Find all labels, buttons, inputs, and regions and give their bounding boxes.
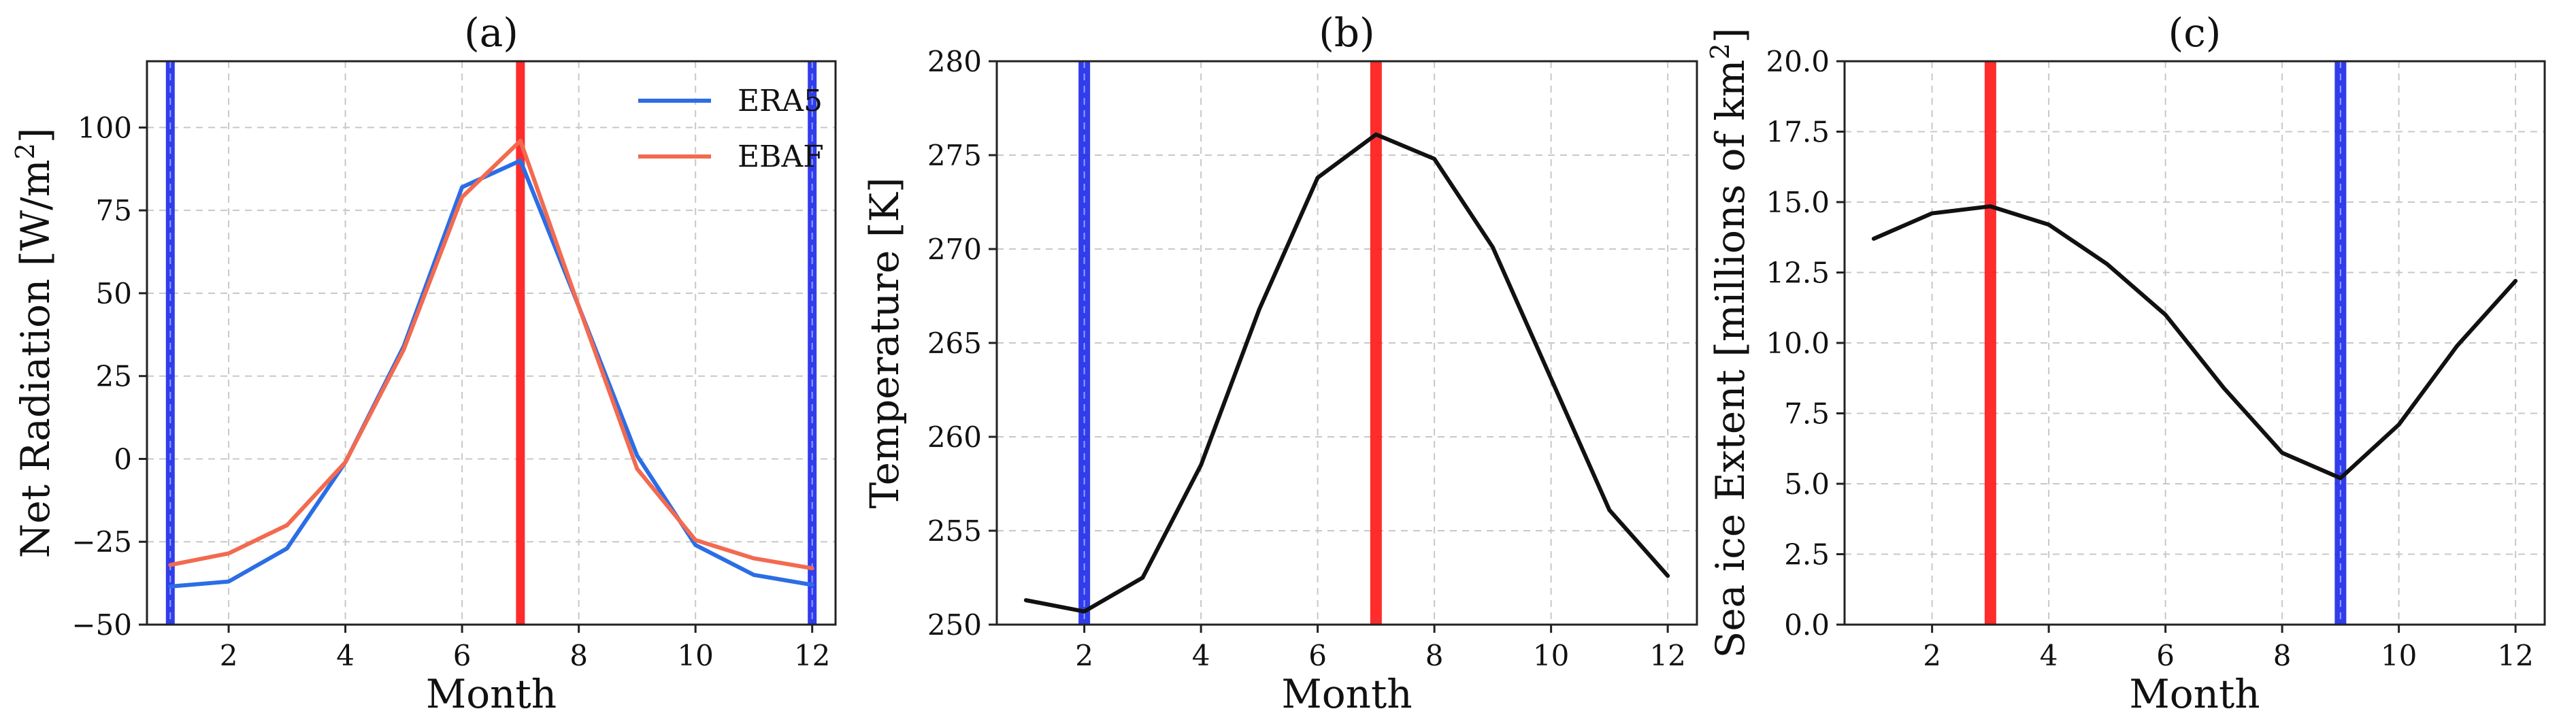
y-tick-label: 50	[96, 277, 132, 310]
x-tick-label: 2	[220, 639, 238, 672]
series-line-era5	[168, 159, 814, 589]
panel-title: (b)	[1319, 10, 1374, 56]
x-tick-label: 4	[2040, 639, 2058, 672]
y-tick-label: 20.0	[1766, 45, 1830, 78]
y-tick-label: 265	[927, 327, 982, 360]
y-axis-label: Net Radiation [W/m2]	[10, 128, 59, 559]
y-tick-label: 7.5	[1784, 397, 1830, 431]
y-tick-label: 12.5	[1766, 257, 1830, 290]
x-tick-label: 2	[1075, 639, 1093, 672]
red-month-band	[1370, 61, 1382, 625]
x-axis-label: Month	[2129, 671, 2260, 717]
series-line-temperature	[1023, 132, 1670, 614]
x-tick-label: 4	[336, 639, 354, 672]
panel-title: (a)	[464, 10, 518, 56]
x-tick-label: 8	[1425, 639, 1444, 672]
plot-frame	[146, 60, 837, 626]
x-tick-label: 6	[1308, 639, 1327, 672]
red-month-band	[1984, 61, 1996, 625]
x-tick-label: 6	[453, 639, 472, 672]
y-tick-label: 275	[927, 139, 982, 172]
x-tick-label: 10	[2381, 639, 2417, 672]
x-axis-label: Month	[426, 671, 557, 717]
y-tick-label: 270	[927, 233, 982, 266]
y-tick-label: 0.0	[1784, 608, 1830, 642]
y-tick-label: 250	[927, 608, 982, 642]
legend: ERA5 EBAF	[638, 84, 824, 174]
series-line-ebaf	[168, 138, 814, 571]
x-tick-label: 12	[2497, 639, 2533, 672]
x-tick-label: 10	[677, 639, 713, 672]
x-axis-label: Month	[1281, 671, 1412, 717]
panel-b: 2 4 6 8 10 12 250 255 260 265 270 275 280 (b) Month Tem…	[861, 10, 1698, 717]
plot-frame	[1843, 60, 2546, 626]
y-tick-label: 280	[927, 45, 982, 78]
x-tick-label: 8	[2273, 639, 2292, 672]
x-tick-label: 12	[1649, 639, 1685, 672]
x-tick-label: 10	[1533, 639, 1569, 672]
red-month-band	[516, 61, 525, 625]
y-tick-label: 25	[96, 360, 132, 393]
series-line-sea-ice-extent	[1871, 204, 2518, 480]
y-tick-label: 0	[114, 442, 132, 476]
x-tick-label: 2	[1923, 639, 1941, 672]
x-tick-label: 4	[1192, 639, 1210, 672]
y-tick-label: 15.0	[1766, 186, 1830, 219]
y-axis-label: Sea ice Extent [millions of km2]	[1705, 28, 1753, 659]
panel-c: 2 4 6 8 10 12 0.0 2.5 5.0 7.5 10.0 12.5 15.0 17.5 20.0…	[1705, 10, 2546, 717]
y-tick-label: 17.5	[1766, 116, 1830, 149]
y-tick-label: −25	[71, 525, 132, 559]
y-tick-label: 10.0	[1766, 327, 1830, 360]
y-axis-label: Temperature [K]	[861, 178, 908, 509]
y-tick-label: −50	[71, 608, 132, 642]
legend-label-ebaf: EBAF	[738, 139, 824, 174]
x-tick-label: 6	[2156, 639, 2175, 672]
y-tick-label: 100	[78, 111, 132, 144]
y-tick-label: 75	[96, 194, 132, 227]
y-tick-label: 255	[927, 514, 982, 548]
x-tick-label: 12	[794, 639, 830, 672]
legend-label-era5: ERA5	[738, 84, 823, 118]
panel-a: 2 4 6 8 10 12 −50 −25 0 25 50 75 100 (a) Month Net Radi…	[10, 10, 837, 717]
y-tick-label: 2.5	[1784, 538, 1830, 572]
plot-frame	[995, 60, 1698, 626]
x-tick-label: 8	[569, 639, 588, 672]
panel-title: (c)	[2168, 10, 2222, 56]
y-tick-label: 5.0	[1784, 467, 1830, 501]
y-tick-label: 260	[927, 420, 982, 454]
